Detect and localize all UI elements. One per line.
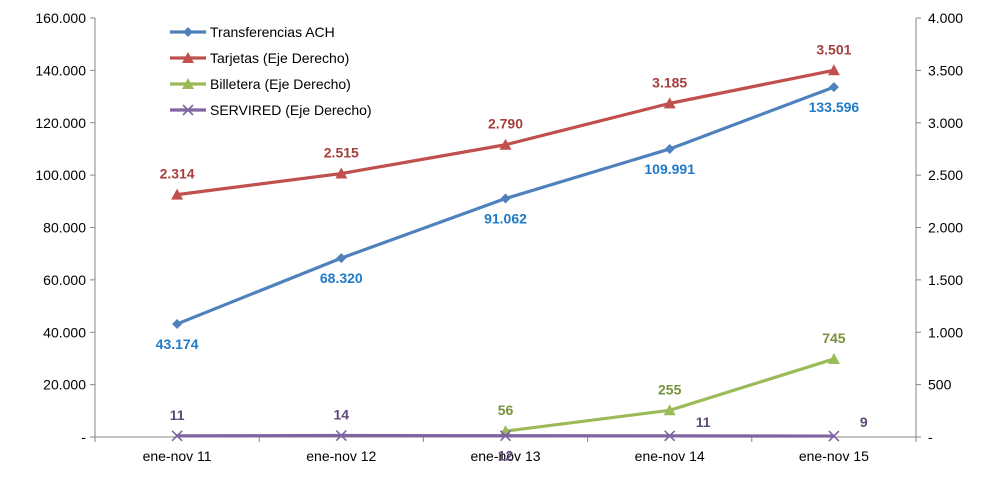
x-marker-stroke	[171, 430, 183, 442]
data-label: 109.991	[644, 161, 695, 177]
left-y-tick-label: 160.000	[35, 10, 86, 26]
diamond-marker	[172, 318, 183, 329]
x-marker	[335, 429, 347, 442]
right-y-tick-label: 3.000	[928, 115, 963, 131]
right-y-tick-label: -	[928, 429, 933, 445]
data-labels-layer: 43.174 68.320 91.062 109.991 133.596 2.314 2.5…	[156, 41, 868, 463]
data-label: 14	[334, 407, 350, 423]
data-label: 2.790	[488, 116, 523, 132]
series-servired-eje-derecho	[171, 429, 840, 442]
legend-item: Tarjetas (Eje Derecho)	[170, 50, 349, 66]
legend-item: SERVIRED (Eje Derecho)	[170, 102, 372, 118]
legend-label: Transferencias ACH	[210, 24, 335, 40]
x-marker-stroke	[335, 429, 347, 442]
triangle-marker	[335, 167, 348, 179]
axes-layer: - 20.000 40.000 60.000 80.000 100.000 120.000 1…	[35, 10, 963, 464]
legend-label: SERVIRED (Eje Derecho)	[210, 102, 372, 118]
triangle-marker	[827, 64, 840, 76]
right-y-tick-label: 2.500	[928, 167, 963, 183]
triangle-marker	[499, 138, 512, 150]
left-y-tick-label: 60.000	[43, 272, 86, 288]
x-marker	[182, 104, 194, 116]
x-marker-stroke	[182, 104, 194, 116]
diamond-marker	[336, 253, 347, 264]
data-label: 255	[658, 381, 682, 397]
triangle-marker	[663, 97, 676, 109]
data-label: 745	[822, 330, 846, 346]
series-layer	[171, 64, 840, 442]
left-y-tick-label: 40.000	[43, 324, 86, 340]
right-y-tick-label: 1.500	[928, 272, 963, 288]
left-y-tick-label: -	[81, 429, 86, 445]
legend-item: Billetera (Eje Derecho)	[170, 76, 351, 92]
series-tarjetas-eje-derecho	[171, 64, 840, 200]
left-y-tick-label: 20.000	[43, 377, 86, 393]
x-marker	[828, 430, 840, 442]
left-y-tick-label: 80.000	[43, 220, 86, 236]
right-y-tick-label: 2.000	[928, 220, 963, 236]
x-tick-label: ene-nov 15	[799, 448, 869, 464]
diamond-marker	[183, 27, 193, 37]
triangle-marker	[182, 52, 194, 63]
legend-label: Tarjetas (Eje Derecho)	[210, 50, 349, 66]
right-y-tick-label: 4.000	[928, 10, 963, 26]
triangle-marker	[182, 78, 194, 89]
data-label: 9	[860, 414, 868, 430]
legend-label: Billetera (Eje Derecho)	[210, 76, 351, 92]
legend: Transferencias ACH Tarjetas (Eje Derecho)…	[170, 24, 372, 118]
data-label: 68.320	[320, 270, 363, 286]
data-label: 56	[498, 402, 514, 418]
legend-item: Transferencias ACH	[170, 24, 335, 40]
data-label: 43.174	[156, 336, 199, 352]
x-tick-label: ene-nov 11	[143, 448, 212, 464]
diamond-marker	[664, 143, 675, 154]
right-y-tick-label: 1.000	[928, 324, 963, 340]
x-marker	[499, 430, 512, 442]
left-y-tick-label: 100.000	[35, 167, 86, 183]
diamond-marker	[500, 193, 511, 204]
data-label: 11	[170, 407, 185, 423]
x-tick-label: ene-nov 12	[306, 448, 376, 464]
data-label: 2.314	[160, 166, 195, 182]
triangle-marker	[171, 188, 184, 200]
triangle-marker	[827, 352, 840, 364]
data-label: 2.515	[324, 145, 359, 161]
right-y-tick-label: 3.500	[928, 62, 963, 78]
x-marker	[171, 430, 183, 442]
data-label: 12	[498, 448, 514, 464]
x-marker-stroke	[499, 430, 512, 442]
x-tick-label: ene-nov 13	[470, 448, 540, 464]
series-transferencias-ach	[172, 82, 839, 329]
x-tick-label: ene-nov 14	[635, 448, 705, 464]
right-y-tick-label: 500	[928, 377, 952, 393]
left-y-tick-label: 140.000	[35, 62, 86, 78]
data-label: 91.062	[484, 211, 527, 227]
x-marker-stroke	[828, 430, 840, 442]
data-label: 3.501	[816, 41, 851, 57]
triangle-marker	[663, 404, 676, 416]
data-label: 133.596	[809, 99, 860, 115]
x-marker-stroke	[664, 430, 676, 442]
data-label: 11	[696, 414, 711, 430]
diamond-marker	[828, 82, 839, 93]
x-marker	[664, 430, 676, 442]
left-y-tick-label: 120.000	[35, 115, 86, 131]
data-label: 3.185	[652, 74, 687, 90]
